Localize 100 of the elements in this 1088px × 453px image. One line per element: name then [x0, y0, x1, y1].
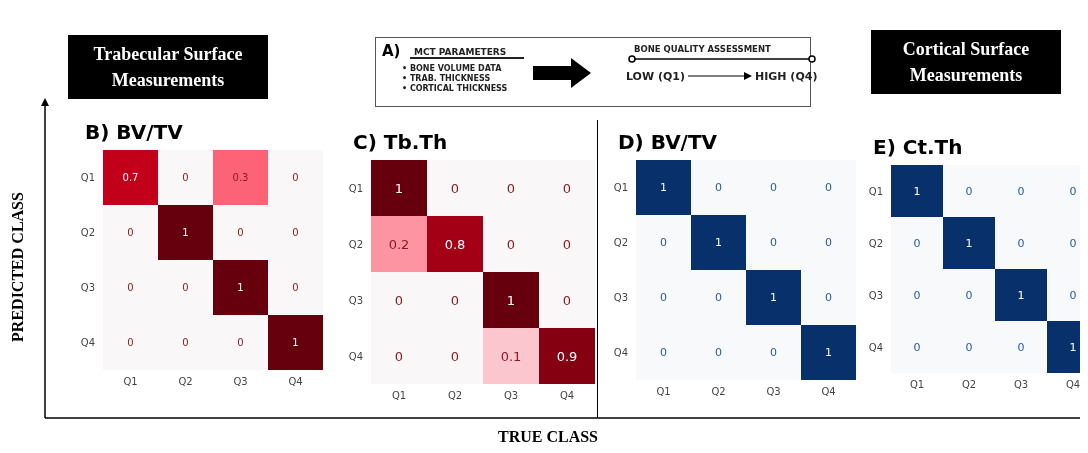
- data-label: 0: [562, 180, 572, 196]
- data-label: 0: [1069, 236, 1077, 250]
- text: • BONE VOLUME DATA: [402, 64, 503, 74]
- x-tick-label: Q1: [656, 386, 671, 398]
- x-tick-label: Q2: [178, 376, 193, 388]
- data-label: 0.8: [444, 236, 466, 252]
- data-label: 0: [394, 292, 404, 308]
- text: TRUE CLASS: [497, 428, 599, 446]
- data-label: 0: [715, 346, 722, 360]
- y-tick-label: Q2: [613, 237, 628, 249]
- y-tick-label: Q1: [613, 182, 628, 194]
- data-label: 0: [715, 181, 722, 195]
- data-label: 0.2: [388, 236, 410, 252]
- y-tick-label: Q3: [613, 292, 628, 304]
- text: Cortical Surface Measurements: [871, 30, 1061, 94]
- data-label: 1: [1017, 288, 1025, 302]
- x-tick-label: Q3: [233, 376, 248, 388]
- x-tick-label: Q2: [961, 379, 977, 391]
- text: Trabecular Surface Measurements: [68, 35, 268, 99]
- data-label: 0: [965, 340, 973, 354]
- data-label: 0: [506, 180, 516, 196]
- data-label: 0: [127, 282, 134, 293]
- data-label: 1: [770, 291, 777, 305]
- y-tick-label: Q1: [868, 185, 883, 197]
- data-label: 0: [660, 291, 667, 305]
- data-label: 0: [1069, 288, 1077, 302]
- data-label: 1: [1069, 340, 1077, 354]
- data-label: 0: [237, 227, 244, 238]
- data-label: 0: [913, 288, 921, 302]
- data-label: 0: [394, 348, 404, 364]
- x-tick-label: Q4: [1065, 379, 1081, 391]
- x-tick-label: Q2: [711, 386, 726, 398]
- data-label: 1: [237, 282, 244, 293]
- y-tick-label: Q4: [613, 347, 628, 359]
- data-label: 0.3: [232, 172, 249, 183]
- x-tick-label: Q1: [909, 379, 925, 391]
- data-label: 0: [450, 292, 460, 308]
- y-tick-label: Q2: [348, 238, 363, 250]
- data-label: 0: [660, 346, 667, 360]
- data-label: 0.7: [122, 172, 139, 183]
- data-label: 0: [562, 236, 572, 252]
- data-label: 1: [660, 181, 667, 195]
- y-tick-label: Q3: [348, 294, 363, 306]
- data-label: 0.9: [556, 348, 578, 364]
- y-tick-label: Q2: [868, 237, 883, 249]
- y-tick-label: Q1: [348, 182, 363, 194]
- data-label: 0: [182, 172, 189, 183]
- data-label: 0: [770, 346, 777, 360]
- data-label: 1: [506, 292, 516, 308]
- data-label: 1: [182, 227, 189, 238]
- text: • TRAB. THICKNESS: [402, 74, 492, 84]
- x-tick-label: Q4: [288, 376, 303, 388]
- data-label: 1: [913, 184, 921, 198]
- text: LOW (Q1): [626, 70, 685, 83]
- x-tick-label: Q1: [123, 376, 138, 388]
- data-label: 0: [182, 282, 189, 293]
- data-label: 0: [450, 180, 460, 196]
- x-tick-label: Q3: [1013, 379, 1029, 391]
- data-label: 0: [913, 236, 921, 250]
- data-label: 0: [913, 340, 921, 354]
- data-label: 0: [1069, 184, 1077, 198]
- data-label: 0: [660, 236, 667, 250]
- data-label: 0: [237, 337, 244, 348]
- y-tick-label: Q2: [80, 227, 95, 239]
- text: MCT PARAMETERS: [410, 47, 525, 59]
- y-tick-label: Q1: [80, 172, 95, 184]
- data-label: 1: [825, 346, 832, 360]
- data-label: 0: [770, 236, 777, 250]
- chart-title: D) BV/TV: [618, 130, 719, 156]
- data-label: 0: [825, 291, 832, 305]
- y-tick-label: Q3: [868, 289, 883, 301]
- chart-title: B) BV/TV: [85, 120, 184, 146]
- data-label: 0: [1017, 184, 1025, 198]
- x-tick-label: Q3: [503, 390, 519, 402]
- x-tick-label: Q1: [391, 390, 407, 402]
- text: • CORTICAL THICKNESS: [402, 84, 508, 94]
- x-tick-label: Q4: [559, 390, 575, 402]
- y-tick-label: Q4: [80, 337, 95, 349]
- data-label: 0: [1017, 236, 1025, 250]
- data-label: 0: [182, 337, 189, 348]
- chart-title: E) Ct.Th: [873, 135, 964, 161]
- data-label: 0: [506, 236, 516, 252]
- data-label: 0: [450, 348, 460, 364]
- text: PREDICTED CLASS: [9, 191, 27, 344]
- data-label: 1: [965, 236, 973, 250]
- data-label: 0: [770, 181, 777, 195]
- data-label: 0: [965, 288, 973, 302]
- text: A): [382, 42, 401, 60]
- data-label: 0: [127, 227, 134, 238]
- data-label: 0: [292, 172, 299, 183]
- x-tick-label: Q2: [447, 390, 463, 402]
- chart-title: C) Tb.Th: [353, 130, 449, 156]
- data-label: 0: [562, 292, 572, 308]
- data-label: 0: [965, 184, 973, 198]
- y-tick-label: Q4: [348, 350, 363, 362]
- x-tick-label: Q3: [766, 386, 781, 398]
- text: BONE QUALITY ASSESSMENT: [634, 44, 771, 54]
- data-label: 0: [127, 337, 134, 348]
- data-label: 1: [715, 236, 722, 250]
- data-label: 1: [292, 337, 299, 348]
